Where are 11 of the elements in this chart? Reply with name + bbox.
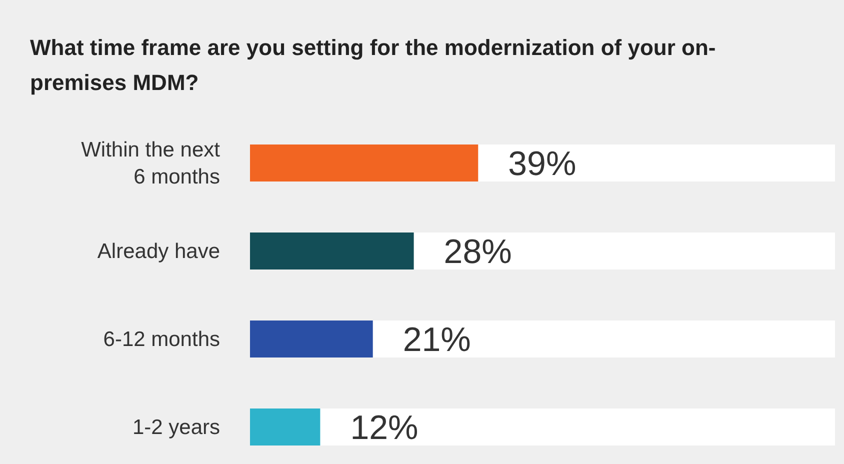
data-label: 12%	[350, 409, 418, 448]
bar	[250, 320, 373, 358]
data-label: 21%	[402, 321, 471, 360]
bar	[250, 408, 320, 446]
y-tick-label: 6-12 months	[103, 328, 220, 350]
y-tick-label: Within the next 6 months	[81, 138, 220, 188]
data-label: 28%	[444, 233, 512, 272]
data-label: 39%	[508, 145, 576, 184]
y-tick-label: 1-2 years	[132, 416, 220, 438]
y-tick-label: Already have	[97, 240, 220, 262]
chart-title: What time frame are you setting for the modernization of your on-premises MDM?	[30, 34, 717, 97]
